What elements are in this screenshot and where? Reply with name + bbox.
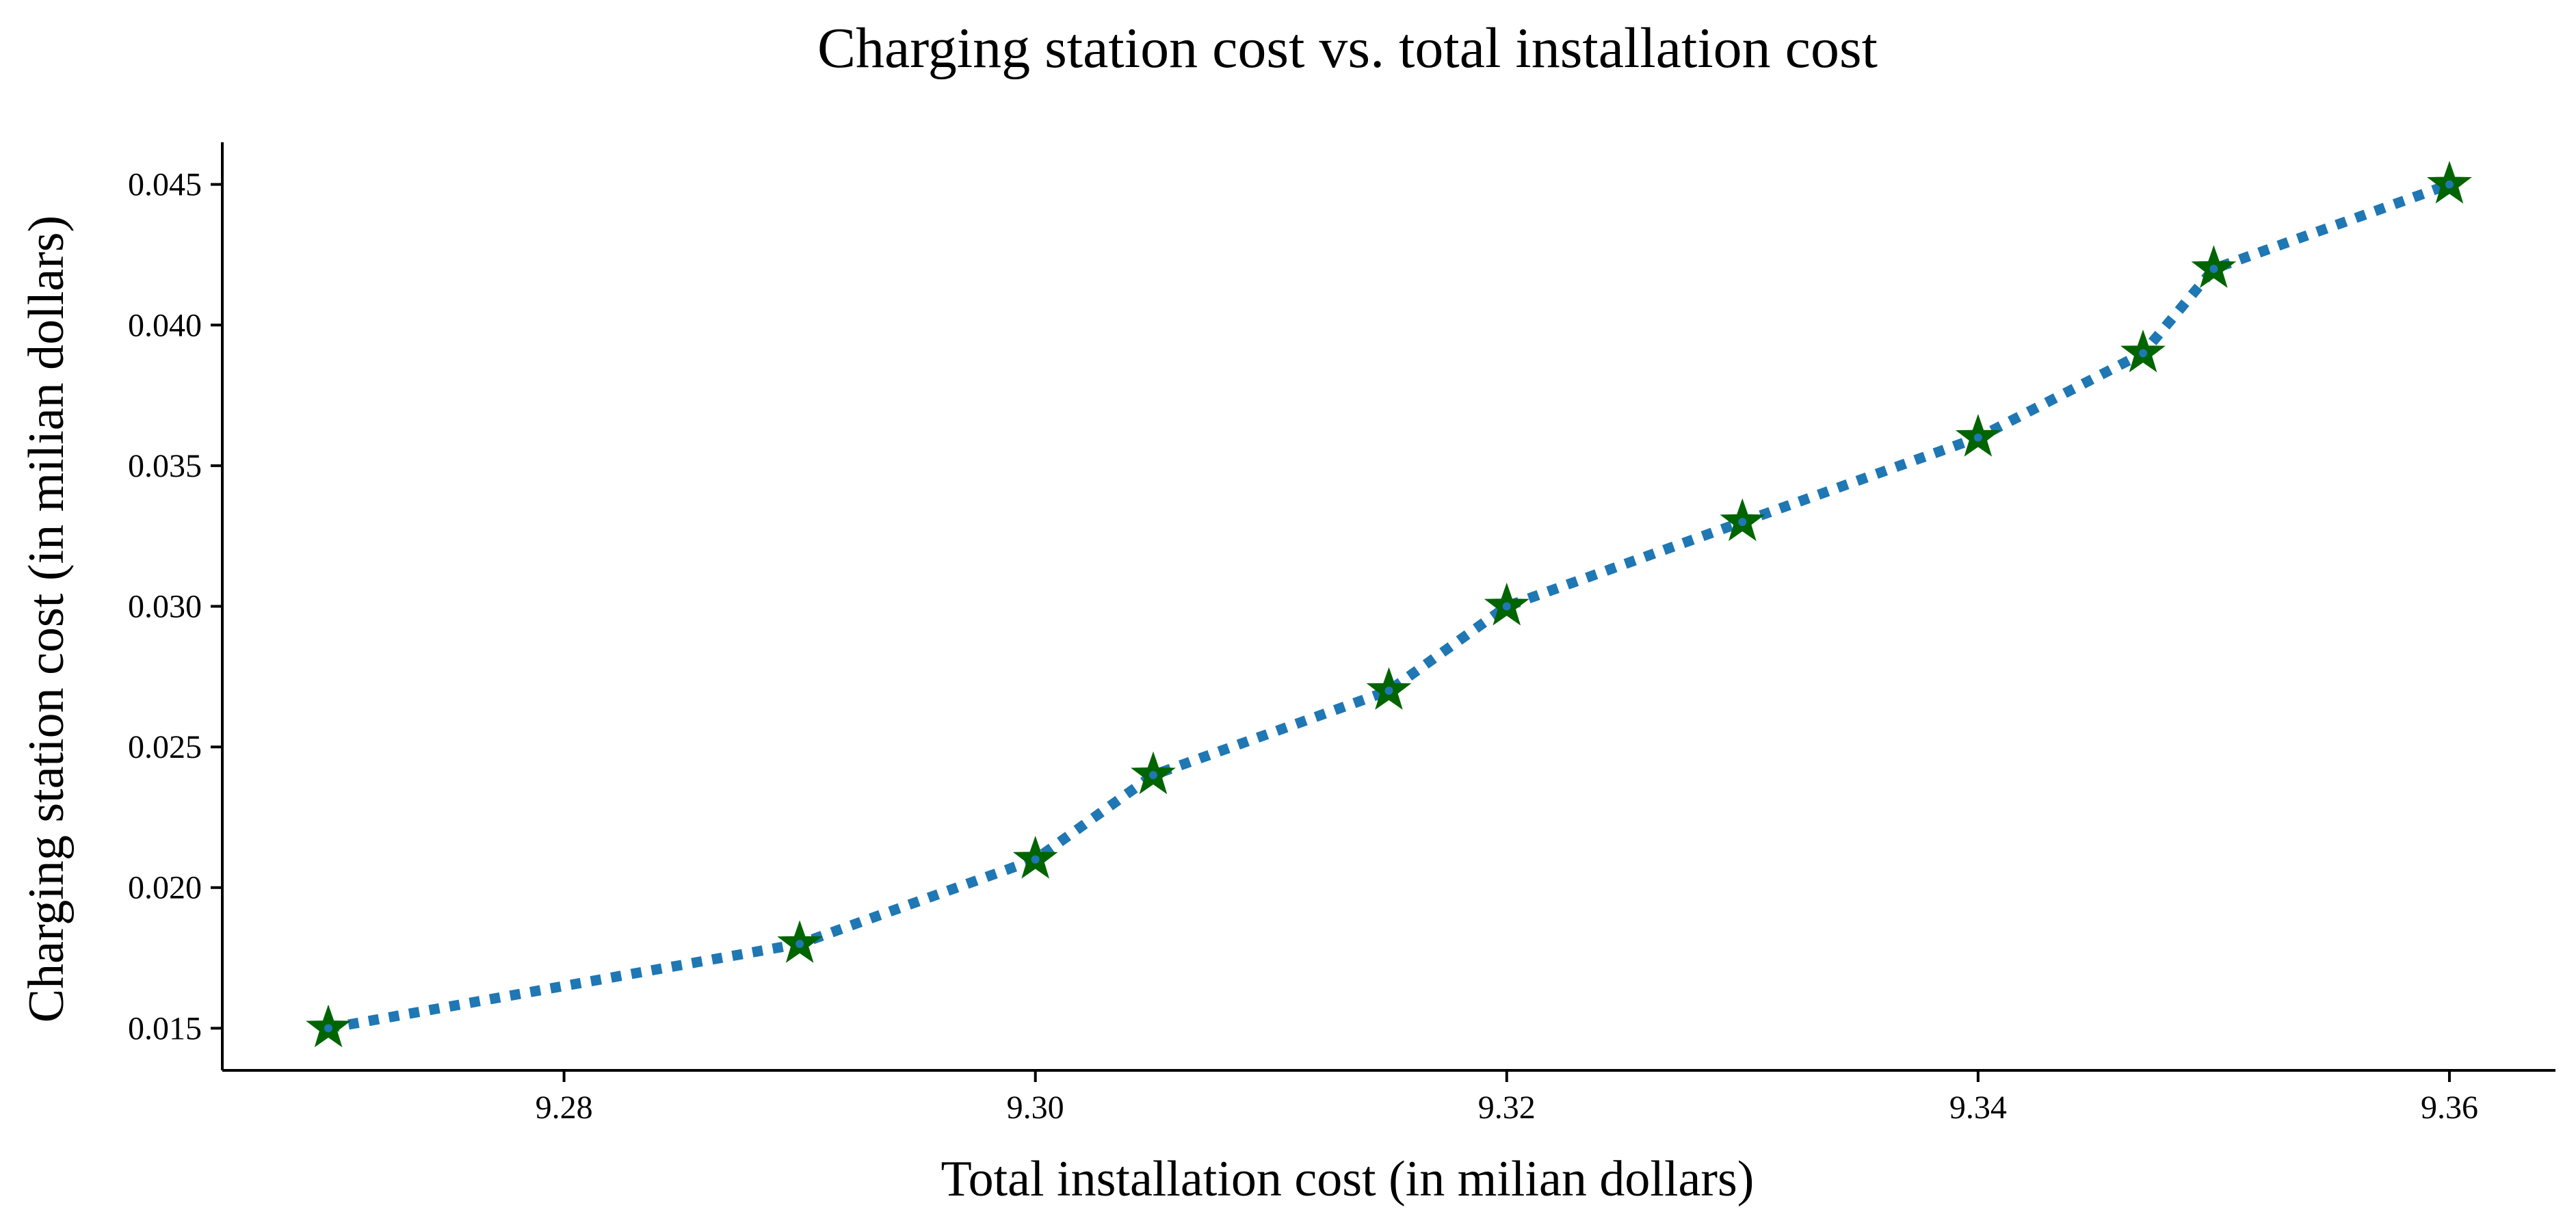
y-ticks: 0.015 0.020 0.025 0.030 0.035 0.040 0.045 <box>128 167 222 1046</box>
y-tick-label: 0.015 <box>128 1010 202 1046</box>
x-tick-label: 9.30 <box>1007 1090 1064 1126</box>
markers <box>306 161 2472 1048</box>
y-tick-label: 0.020 <box>128 870 202 906</box>
x-tick-label: 9.28 <box>536 1090 593 1126</box>
x-tick-label: 9.36 <box>2421 1090 2478 1126</box>
data-point-center <box>2139 349 2148 358</box>
x-axis-label: Total installation cost (in milian dolla… <box>941 1151 1754 1207</box>
y-tick-label: 0.045 <box>128 167 202 203</box>
y-tick-label: 0.025 <box>128 729 202 765</box>
y-tick-label: 0.040 <box>128 307 202 343</box>
x-ticks: 9.28 9.30 9.32 9.34 9.36 <box>536 1070 2478 1126</box>
y-tick-label: 0.030 <box>128 589 202 625</box>
data-point-center <box>1502 602 1511 611</box>
data-point-center <box>1148 771 1157 780</box>
data-point-center <box>1973 433 1982 442</box>
data-point-center <box>1738 518 1747 527</box>
data-point-center <box>324 1024 333 1033</box>
data-point-center <box>796 939 804 948</box>
chart-title: Charging station cost vs. total installa… <box>817 16 1878 80</box>
x-tick-label: 9.32 <box>1478 1090 1536 1126</box>
y-tick-label: 0.035 <box>128 448 202 484</box>
data-point-center <box>1031 855 1040 864</box>
x-tick-label: 9.34 <box>1949 1090 2007 1126</box>
series-line <box>327 179 2452 1033</box>
y-axis-label: Charging station cost (in milian dollars… <box>18 215 75 1022</box>
data-point-center <box>1384 686 1393 695</box>
data-point-center <box>2209 265 2218 274</box>
data-point-center <box>2445 180 2454 189</box>
